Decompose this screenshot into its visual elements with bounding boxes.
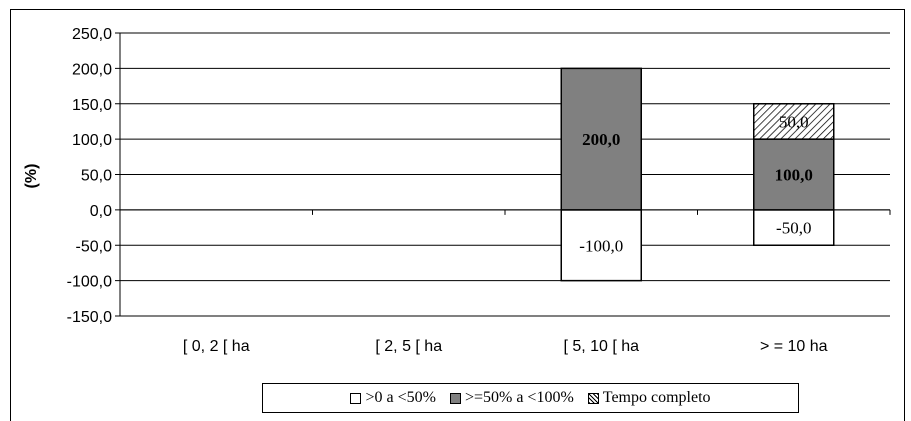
y-tick-label: -100,0 xyxy=(67,274,112,291)
y-tick-label: 150,0 xyxy=(72,97,112,114)
chart-frame xyxy=(10,9,905,421)
data-label: 200,0 xyxy=(582,130,620,149)
y-tick-label: 100,0 xyxy=(72,132,112,149)
legend-label: Tempo completo xyxy=(602,389,711,406)
legend-label: >0 a <50% xyxy=(365,389,436,406)
data-label: 50,0 xyxy=(779,112,809,131)
bar-segment xyxy=(753,103,835,140)
x-category-label: > = 10 ha xyxy=(760,338,828,355)
bar-segment xyxy=(753,138,835,211)
legend-swatch xyxy=(587,392,599,404)
data-label: 100,0 xyxy=(775,166,813,185)
data-label: -50,0 xyxy=(776,219,811,238)
y-tick-label: 200,0 xyxy=(72,61,112,78)
y-tick-label: 0,0 xyxy=(90,203,112,220)
legend-label: >=50% a <100% xyxy=(464,389,574,406)
y-tick-label: 50,0 xyxy=(81,168,112,185)
legend-item: >0 a <50% xyxy=(350,389,436,407)
legend-item: Tempo completo xyxy=(587,389,711,407)
legend: >0 a <50% >=50% a <100% Tempo completo xyxy=(262,383,799,413)
legend-item: >=50% a <100% xyxy=(449,389,574,407)
y-tick-label: -50,0 xyxy=(76,238,113,255)
y-tick-label: 250,0 xyxy=(72,26,112,43)
legend-swatch xyxy=(350,392,362,404)
x-category-label: [ 0, 2 [ ha xyxy=(183,338,250,355)
y-tick-label: -150,0 xyxy=(67,309,112,326)
bar-segment xyxy=(753,209,835,246)
y-axis-label: (%) xyxy=(23,164,40,189)
x-category-label: [ 2, 5 [ ha xyxy=(375,338,442,355)
bar-segment xyxy=(560,67,642,211)
legend-swatch xyxy=(449,392,461,404)
data-label: -100,0 xyxy=(579,236,623,255)
x-category-label: [ 5, 10 [ ha xyxy=(563,338,639,355)
